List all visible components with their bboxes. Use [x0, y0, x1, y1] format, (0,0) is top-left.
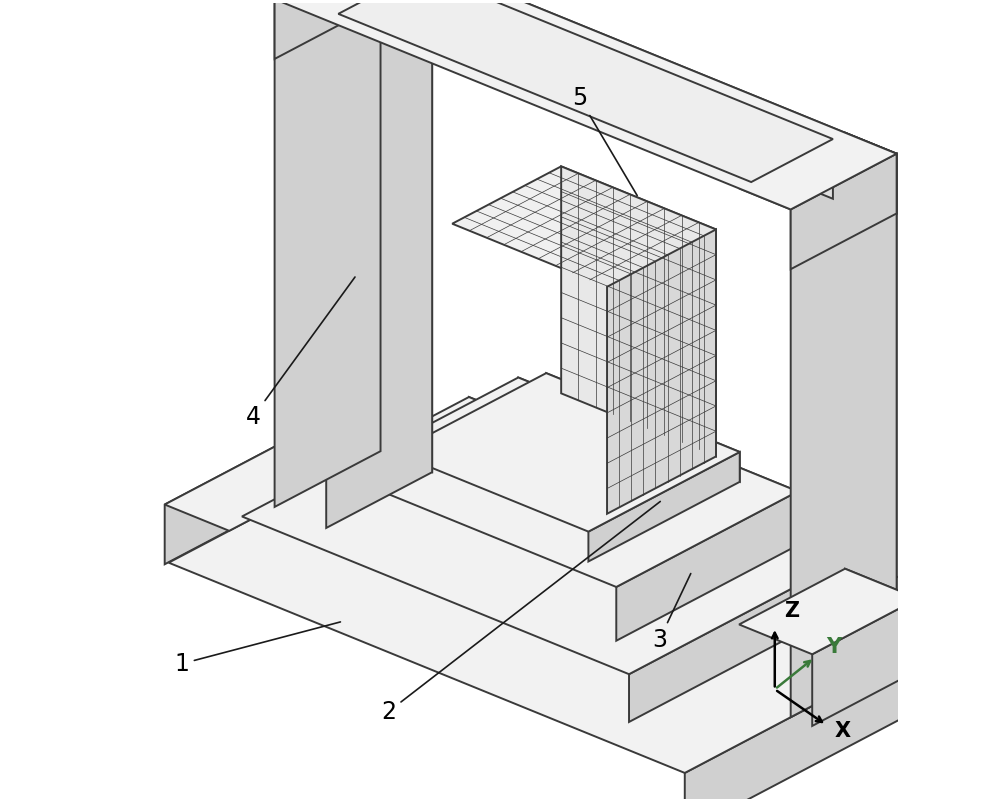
Polygon shape: [845, 569, 918, 670]
Polygon shape: [568, 473, 705, 533]
Text: 2: 2: [381, 501, 660, 723]
Polygon shape: [791, 154, 897, 717]
Polygon shape: [381, 0, 432, 472]
Polygon shape: [598, 473, 705, 541]
Text: 1: 1: [174, 622, 340, 676]
Polygon shape: [588, 452, 740, 561]
Polygon shape: [377, 393, 441, 479]
Polygon shape: [845, 132, 897, 662]
Polygon shape: [469, 397, 856, 602]
Polygon shape: [812, 598, 918, 726]
Polygon shape: [452, 166, 716, 287]
Text: 4: 4: [246, 277, 355, 429]
Polygon shape: [739, 569, 918, 654]
Polygon shape: [607, 229, 716, 514]
Polygon shape: [518, 378, 798, 545]
Polygon shape: [685, 614, 987, 802]
Polygon shape: [420, 0, 833, 199]
Polygon shape: [739, 132, 897, 209]
Polygon shape: [169, 403, 987, 773]
Text: 3: 3: [652, 573, 691, 652]
Polygon shape: [471, 403, 987, 674]
Polygon shape: [165, 393, 377, 565]
Polygon shape: [242, 397, 856, 674]
Polygon shape: [275, 0, 381, 59]
Polygon shape: [675, 517, 705, 557]
Polygon shape: [395, 373, 740, 532]
Polygon shape: [338, 0, 833, 182]
Text: Z: Z: [784, 601, 799, 621]
Text: X: X: [835, 721, 851, 741]
Text: Y: Y: [827, 638, 842, 658]
Polygon shape: [275, 0, 897, 209]
Polygon shape: [326, 0, 432, 528]
Polygon shape: [561, 166, 716, 456]
Polygon shape: [381, 0, 897, 213]
Polygon shape: [165, 393, 441, 531]
Polygon shape: [337, 378, 798, 587]
Text: 5: 5: [572, 87, 637, 196]
Polygon shape: [629, 555, 856, 722]
Polygon shape: [791, 154, 897, 269]
Polygon shape: [616, 492, 798, 641]
Polygon shape: [546, 373, 740, 482]
Polygon shape: [275, 0, 432, 20]
Polygon shape: [275, 0, 381, 507]
